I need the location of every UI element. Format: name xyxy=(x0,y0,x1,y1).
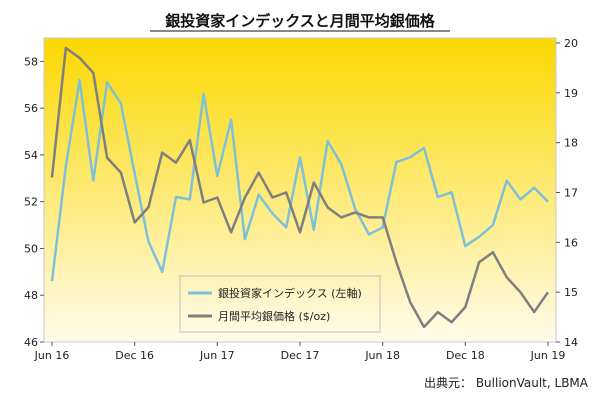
y-left-tick-label: 48 xyxy=(24,289,38,302)
legend-label: 月間平均銀価格 ($/oz) xyxy=(218,309,330,323)
x-tick-label: Jun 18 xyxy=(364,349,400,362)
x-tick-label: Dec 16 xyxy=(115,349,154,362)
legend: 銀投資家インデックス (左軸) 月間平均銀価格 ($/oz) xyxy=(179,275,381,333)
y-right-tick-label: 20 xyxy=(564,37,578,50)
x-tick-label: Dec 18 xyxy=(446,349,485,362)
y-right-tick-label: 17 xyxy=(564,186,578,199)
legend-label: 銀投資家インデックス (左軸) xyxy=(218,286,362,300)
y-right-tick-label: 19 xyxy=(564,87,578,100)
y-left-tick-label: 50 xyxy=(24,242,38,255)
y-left-tick-label: 56 xyxy=(24,102,38,115)
y-left-tick-label: 58 xyxy=(24,55,38,68)
x-tick-label: Jun 17 xyxy=(199,349,235,362)
y-left-tick-label: 54 xyxy=(24,149,38,162)
y-right-tick-label: 16 xyxy=(564,236,578,249)
y-left-tick-label: 52 xyxy=(24,196,38,209)
x-tick-label: Jun 16 xyxy=(34,349,70,362)
y-right-tick-label: 15 xyxy=(564,286,578,299)
y-left-tick-label: 46 xyxy=(24,336,38,349)
y-right-tick-label: 14 xyxy=(564,336,578,349)
y-right-tick-label: 18 xyxy=(564,137,578,150)
series-line-silver-price xyxy=(50,46,550,329)
x-tick-label: Dec 17 xyxy=(281,349,320,362)
chart-title: 銀投資家インデックスと月間平均銀価格 xyxy=(165,12,436,30)
source-note: 出典元： BullionVault, LBMA xyxy=(424,376,589,390)
legend-box xyxy=(179,275,381,333)
x-tick-label: Jun 19 xyxy=(530,349,566,362)
series-line-silver-investor-index xyxy=(50,78,549,282)
